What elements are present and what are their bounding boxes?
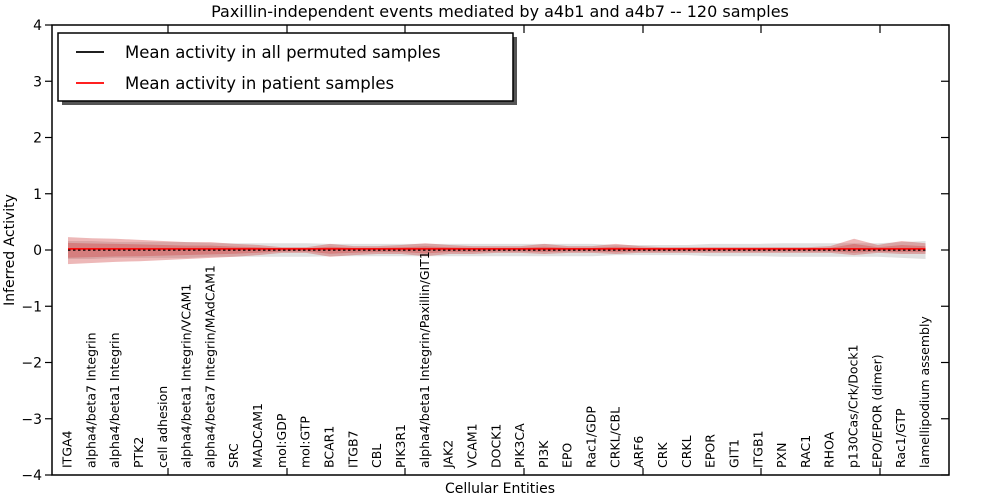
x-category-label: DOCK1 <box>488 424 503 468</box>
y-tick-label: −3 <box>21 412 42 428</box>
y-tick-label: −2 <box>21 356 42 372</box>
x-category-label: mol:GDP <box>274 413 289 468</box>
x-category-label: BCAR1 <box>322 426 337 468</box>
x-category-label: EPOR <box>703 434 718 468</box>
legend: Mean activity in all permuted samples Me… <box>57 32 517 105</box>
x-category-label: VCAM1 <box>464 423 479 468</box>
x-category-label: ITGA4 <box>60 430 75 468</box>
x-category-label: PIK3CA <box>512 423 527 468</box>
x-category-label: ITGB7 <box>345 430 360 468</box>
chart-title: Paxillin-independent events mediated by … <box>211 2 789 21</box>
legend-label-permuted: Mean activity in all permuted samples <box>125 43 441 62</box>
x-category-label: lamellipodium assembly <box>917 316 932 468</box>
x-category-label: alpha4/beta1 Integrin/VCAM1 <box>179 284 194 468</box>
y-tick-label: 1 <box>33 187 42 203</box>
x-category-label: Rac1/GTP <box>893 408 908 468</box>
x-category-label: RHOA <box>822 431 837 468</box>
x-category-label: ITGB1 <box>750 430 765 468</box>
band-permuted-std <box>68 241 926 259</box>
x-category-label: MADCAM1 <box>250 403 265 468</box>
x-category-label: mol:GTP <box>298 416 313 468</box>
legend-label-patient: Mean activity in patient samples <box>125 74 394 93</box>
legend-box <box>57 32 514 102</box>
x-category-label: alpha4/beta1 Integrin/Paxillin/GIT1 <box>417 251 432 468</box>
plot-frame <box>51 24 950 476</box>
x-category-label: alpha4/beta7 Integrin/MAdCAM1 <box>202 265 217 468</box>
x-category-label: SRC <box>226 443 241 468</box>
plot-layers: 4 3 2 1 0 −1 −2 −3 −4 ITGA4 alpha4/beta7 Integrin a… <box>21 18 949 484</box>
x-category-label: PIK3R1 <box>393 424 408 468</box>
x-category-label: PI3K <box>536 440 551 468</box>
y-tick-label: 0 <box>33 243 42 259</box>
x-category-label: JAK2 <box>441 440 456 469</box>
x-category-label: PTK2 <box>131 437 146 468</box>
x-category-label: CRKL/CBL <box>607 407 622 468</box>
x-category-label: Rac1/GDP <box>584 406 599 468</box>
x-category-label: RAC1 <box>798 435 813 468</box>
x-category-label: PXN <box>774 443 789 468</box>
x-category-label: EPO/EPOR (dimer) <box>869 354 884 468</box>
x-category-label: p130Cas/Crk/Dock1 <box>846 344 861 468</box>
x-category-label: ARF6 <box>631 436 646 468</box>
band-patient-std-outer <box>68 237 926 265</box>
x-category-label: EPO <box>560 443 575 468</box>
x-axis-label: Cellular Entities <box>445 481 555 497</box>
y-tick-label: −4 <box>21 468 42 484</box>
x-category-label: CRKL <box>679 435 694 468</box>
x-category-label: alpha4/beta1 Integrin <box>107 332 122 468</box>
y-tick-label: 2 <box>33 131 42 147</box>
band-patient-std-inner <box>68 242 926 258</box>
y-tick-label: 4 <box>33 18 42 34</box>
y-tick-label: −1 <box>21 299 42 315</box>
x-category-label: alpha4/beta7 Integrin <box>83 332 98 468</box>
x-category-label: GIT1 <box>726 439 741 468</box>
x-category-label: CRK <box>655 442 670 468</box>
y-tick-label: 3 <box>33 74 42 90</box>
y-axis-label: Inferred Activity <box>2 194 18 306</box>
x-category-label: CBL <box>369 444 384 468</box>
x-category-label: cell adhesion <box>155 386 170 468</box>
